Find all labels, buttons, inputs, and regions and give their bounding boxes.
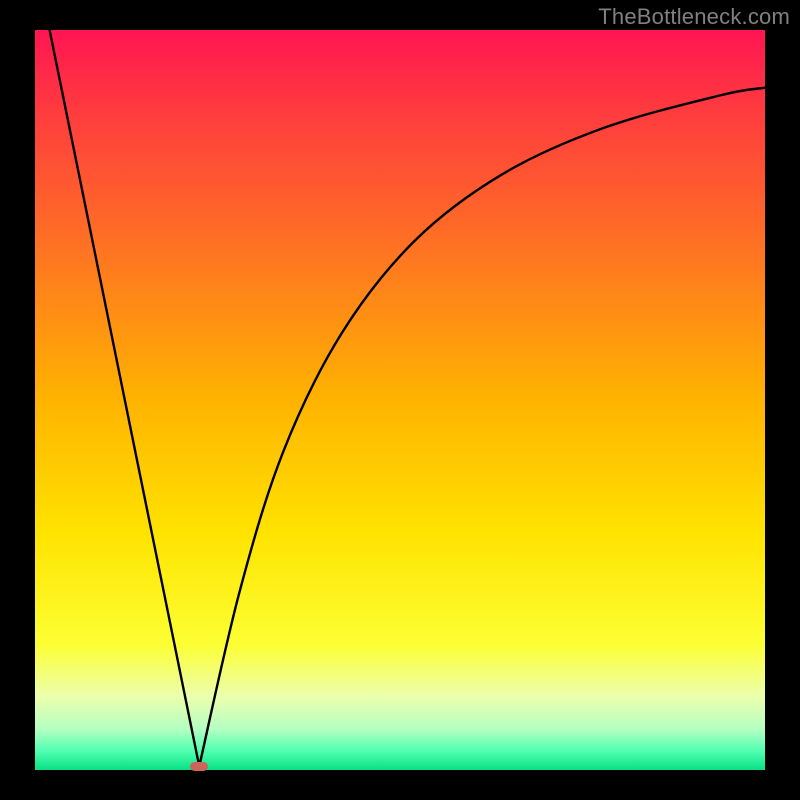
watermark-text: TheBottleneck.com: [598, 4, 790, 30]
chart-stage: TheBottleneck.com: [0, 0, 800, 800]
curve-path: [50, 30, 765, 766]
bottleneck-curve: [35, 30, 765, 770]
plot-area: [35, 30, 765, 770]
minimum-marker: [190, 762, 208, 771]
